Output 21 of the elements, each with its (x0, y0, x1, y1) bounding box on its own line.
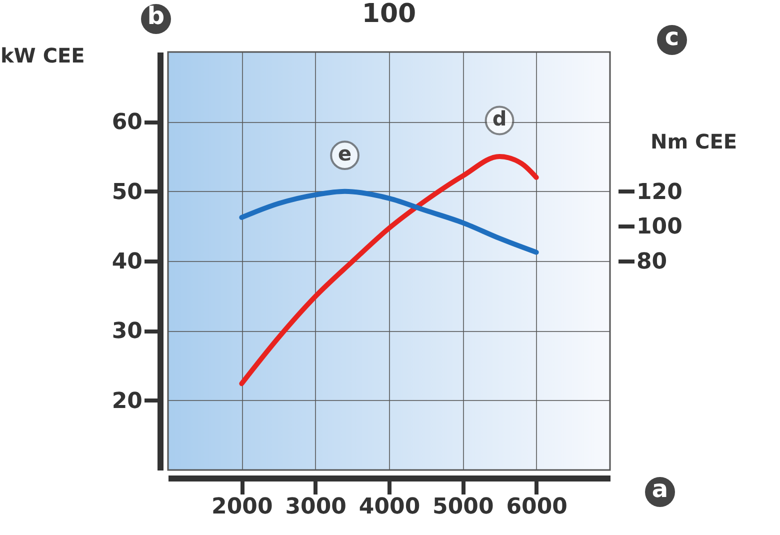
y-axis-title: kW CEE (0, 44, 85, 68)
y2-tick-label: 100 (636, 214, 682, 240)
text: c (664, 23, 680, 51)
y-tick-label: 40 (112, 250, 142, 274)
y-tick-label: 60 (112, 110, 142, 136)
y2-tick-label: 120 (636, 180, 682, 205)
text: b (147, 2, 165, 30)
y2-axis-title: Nm CEE (650, 130, 738, 154)
series-label: d (492, 106, 507, 130)
x-tick-label: 3000 (285, 494, 346, 520)
chart-title: 100 (362, 0, 416, 29)
y2-tick-label: 80 (636, 250, 668, 274)
x-tick-label: 5000 (432, 494, 494, 520)
x-tick-label: 2000 (212, 494, 273, 520)
x-tick-label: 4000 (358, 494, 420, 520)
series-label: e (338, 141, 352, 166)
y-tick-label: 50 (112, 180, 142, 205)
y-tick-label: 30 (112, 319, 142, 344)
text: a (652, 475, 668, 503)
y-tick-label: 20 (112, 388, 142, 414)
x-tick-label: 6000 (506, 494, 568, 520)
